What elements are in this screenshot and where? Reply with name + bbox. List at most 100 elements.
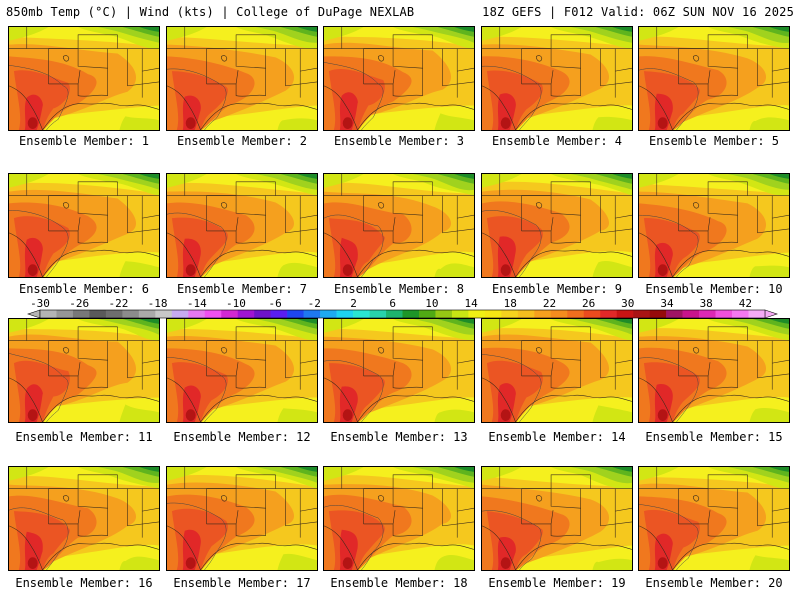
ensemble-member-caption: Ensemble Member: 11 [15,430,153,444]
temperature-field-map [167,27,317,130]
temperature-field-map [167,174,317,277]
isotherm-contour [639,504,699,570]
isotherm-contour [324,214,384,277]
colorbar-swatch [40,310,57,318]
state-boundaries [639,319,789,422]
colorbar-swatch [600,310,618,318]
colorbar-swatch [715,310,733,318]
colorbar-swatch [72,310,90,318]
temperature-field-map [9,27,159,130]
temperature-field-map [9,174,159,277]
colorbar-swatch [56,310,74,318]
colorbar-swatch [303,310,321,318]
temperature-field-map [482,467,632,570]
state-boundaries [167,467,317,570]
ensemble-member-caption: Ensemble Member: 18 [330,576,468,590]
state-boundaries [639,174,789,277]
colorbar-swatch [122,310,140,318]
ensemble-member-caption: Ensemble Member: 2 [176,134,308,148]
ensemble-member-caption: Ensemble Member: 8 [333,282,465,296]
isotherm-contour [324,505,384,570]
colorbar-tick-label: 30 [621,297,634,310]
colorbar-high-arrow [764,309,778,319]
temperature-field-map [639,319,789,422]
ensemble-member-map-11 [8,318,160,423]
state-boundaries [324,319,474,422]
ensemble-member-map-6 [8,173,160,278]
ensemble-member-caption: Ensemble Member: 10 [645,282,783,296]
ensemble-member-caption: Ensemble Member: 9 [491,282,623,296]
isotherm-contour [324,360,384,422]
isotherm-contour [167,357,227,422]
map-header-valid-time: 18Z GEFS | F012 Valid: 06Z SUN NOV 16 20… [482,5,794,19]
temperature-field-map [482,319,632,422]
isotherm-contour [324,62,384,130]
colorbar-swatch [105,310,123,318]
state-boundaries [167,27,317,130]
temperature-field-map [324,319,474,422]
state-boundaries [324,174,474,277]
isotherm-contour [482,210,542,277]
ensemble-member-map-20 [638,466,790,571]
ensemble-member-map-8 [323,173,475,278]
colorbar-tick-label: -30 [30,297,50,310]
temperature-field-map [324,27,474,130]
colorbar-tick-label: -6 [268,297,281,310]
colorbar-swatch [254,310,271,318]
colorbar-swatch [517,310,535,318]
colorbar-tick-label: -14 [187,297,207,310]
ensemble-member-caption: Ensemble Member: 16 [15,576,153,590]
state-boundaries [639,467,789,570]
colorbar-swatch [534,310,552,318]
colorbar-tick-label: 18 [504,297,517,310]
temperature-field-map [9,467,159,570]
temperature-field-map [482,27,632,130]
ensemble-member-caption: Ensemble Member: 13 [330,430,468,444]
isotherm-contour [167,68,227,130]
colorbar-swatch [583,310,601,318]
ensemble-member-caption: Ensemble Member: 4 [491,134,623,148]
temperature-field-map [167,467,317,570]
colorbar-swatch [287,310,304,318]
ensemble-member-map-9 [481,173,633,278]
ensemble-member-map-18 [323,466,475,571]
colorbar-tick-label: 10 [425,297,438,310]
colorbar-swatch [89,310,107,318]
state-boundaries [639,27,789,130]
colorbar-swatch [237,310,255,318]
ensemble-member-caption: Ensemble Member: 6 [18,282,150,296]
state-boundaries [482,319,632,422]
ensemble-member-caption: Ensemble Member: 19 [488,576,626,590]
map-header-title: 850mb Temp (°C) | Wind (kts) | College o… [6,5,415,19]
temperature-field-map [167,319,317,422]
ensemble-member-caption: Ensemble Member: 17 [173,576,311,590]
isotherm-contour [9,507,69,570]
colorbar-tick-label: 34 [660,297,674,310]
ensemble-member-map-12 [166,318,318,423]
colorbar-swatch [204,310,222,318]
colorbar-tick-label: 26 [582,297,595,310]
colorbar-tick-label: 42 [739,297,752,310]
colorbar-swatch [138,310,156,318]
colorbar-tick-label: -2 [308,297,321,310]
temperature-field-map [324,467,474,570]
ensemble-member-caption: Ensemble Member: 20 [645,576,783,590]
ensemble-member-caption: Ensemble Member: 3 [333,134,465,148]
state-boundaries [482,174,632,277]
colorbar-swatch [468,310,486,318]
ensemble-member-map-1 [8,26,160,131]
ensemble-member-map-10 [638,173,790,278]
ensemble-member-caption: Ensemble Member: 15 [645,430,783,444]
colorbar-swatch [353,310,370,318]
temperature-field-map [639,174,789,277]
state-boundaries [167,174,317,277]
isotherm-contour [167,502,227,570]
ensemble-member-caption: Ensemble Member: 7 [176,282,308,296]
state-boundaries [9,319,159,422]
temperature-field-map [9,319,159,422]
temperature-field-map [639,467,789,570]
temperature-colorbar: -30 -26 -22 -18 -14 -10 -6 -2 2 6 10 14 18 22 26 30 34 38… [27,297,778,319]
isotherm-contour [482,354,542,422]
isotherm-contour [482,65,542,130]
colorbar-swatch [732,310,749,318]
